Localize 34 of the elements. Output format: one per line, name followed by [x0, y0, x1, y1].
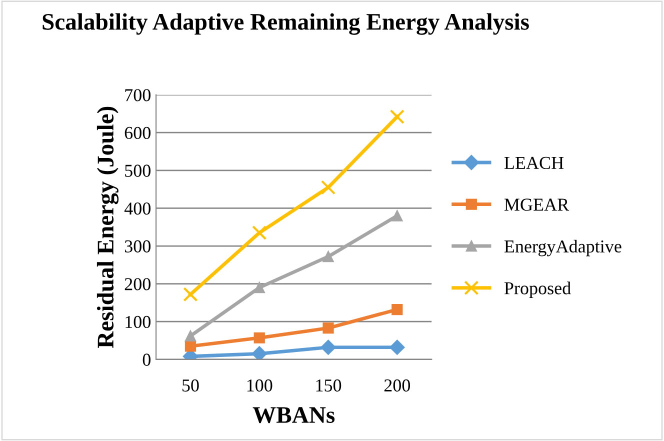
point — [390, 109, 404, 124]
point — [392, 304, 403, 316]
point — [252, 225, 267, 240]
chart-title: Scalability Adaptive Remaining Energy Analysis — [42, 13, 529, 35]
legend-label: EnergyAdaptive — [504, 240, 622, 256]
y-tick-label: 100 — [126, 316, 150, 328]
x-axis-title: WBANs — [252, 407, 335, 424]
y-tick-label: 700 — [125, 89, 150, 102]
y-tick-label: 600 — [124, 126, 150, 140]
point — [254, 332, 265, 344]
point — [320, 340, 336, 355]
y-tick-label: 0 — [142, 354, 150, 366]
x-tick-label: 150 — [316, 379, 342, 392]
point — [322, 322, 334, 334]
point — [183, 287, 198, 302]
legend-label: MGEAR — [504, 198, 570, 211]
x-tick-label: 50 — [182, 379, 199, 392]
x-tick-label: 200 — [384, 379, 410, 392]
point — [392, 210, 403, 222]
legend-label: Proposed — [504, 282, 571, 298]
y-axis-title: Residual Energy (Joule) — [96, 106, 119, 348]
y-tick-label: 200 — [124, 278, 150, 290]
y-tick-label: 300 — [124, 240, 150, 252]
y-tick-label: 400 — [124, 202, 150, 215]
legend-label: LEACH — [504, 156, 564, 170]
point — [184, 330, 196, 342]
point — [184, 340, 196, 352]
point — [322, 251, 334, 262]
y-tick-label: 500 — [125, 164, 150, 177]
point — [320, 180, 336, 195]
point — [252, 346, 267, 360]
x-tick-label: 100 — [247, 379, 272, 392]
point — [254, 282, 265, 294]
point — [390, 340, 405, 355]
